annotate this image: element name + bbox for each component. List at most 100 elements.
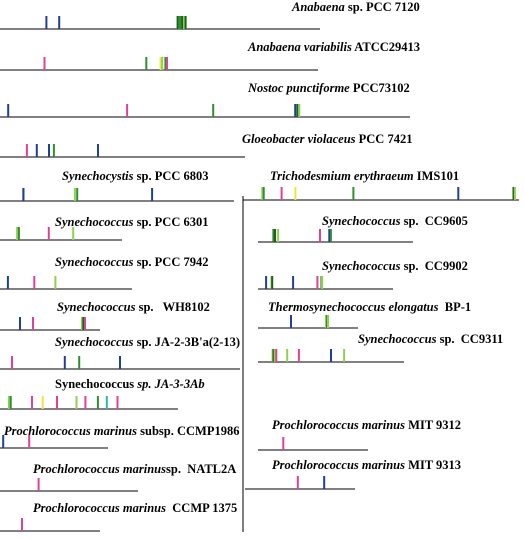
genome-label-strain: subsp. CCMP1986 (137, 424, 239, 438)
gene-mark-green (352, 187, 355, 200)
gene-mark-blue (457, 187, 460, 200)
gene-mark-blue (290, 315, 292, 328)
genome-label-strain: MIT 9313 (405, 458, 461, 472)
genome-track-synechococcus-ja3: Synechococcus sp. JA-3-3Ab (0, 377, 205, 410)
genome-label-species: Synechococcus (322, 214, 401, 228)
genome-track-synechococcus-6301: Synechococcus sp. PCC 6301 (0, 215, 208, 241)
genome-label-strain: PCC 7421 (356, 132, 413, 146)
gene-mark-lightgreen (183, 16, 185, 29)
gene-mark-magenta (84, 317, 86, 330)
gene-mark-lightgreen (75, 396, 78, 409)
gene-mark-lightgreen (277, 229, 280, 242)
genome-track-gloeobacter-violaceus: Gloeobacter violaceus PCC 7421 (0, 132, 413, 158)
gene-mark-green (78, 356, 81, 369)
gene-mark-green (329, 229, 332, 242)
gene-mark-darkgreen (181, 16, 184, 29)
genome-label: Synechococcus sp. CC9902 (322, 259, 468, 273)
gene-mark-yellow (294, 187, 297, 200)
genome-label-strain: sp. PCC 6301 (133, 215, 208, 229)
genome-label-species: Synechococcus (57, 300, 136, 314)
gene-mark-green (76, 188, 79, 201)
genome-label-species: Anabaena variabilis (247, 40, 352, 54)
gene-mark-blue (2, 435, 5, 448)
gene-mark-lightgreen (298, 104, 301, 117)
gene-mark-lightgreen (261, 187, 264, 200)
genome-label-species: Synechococcus (322, 259, 401, 273)
genome-track-synechococcus-ja2: Synechococcus sp. JA-2-3B'a(2-13) (0, 335, 240, 370)
genome-track-anabaena-7120: Anabaena sp. PCC 7120 (0, 0, 420, 30)
genome-label: Synechococcus sp. CC9311 (358, 332, 503, 346)
genome-track-thermosynechococcus-bp1: Thermosynechococcus elongatus BP-1 (258, 300, 471, 329)
genome-label-species: sp. JA-3-3Ab (134, 377, 205, 391)
gene-mark-green (96, 396, 99, 409)
genome-track-synechococcus-cc9605: Synechococcus sp. CC9605 (258, 214, 468, 243)
gene-mark-darkgreen (176, 16, 179, 29)
gene-mark-lightgreen (286, 349, 289, 362)
gene-mark-magenta (275, 349, 278, 362)
genome-label-strain: sp. WH8102 (135, 300, 209, 314)
gene-mark-darkgreen (274, 229, 277, 242)
gene-mark-blue (328, 229, 331, 242)
genome-label: Prochlorococcus marinus MIT 9313 (272, 458, 461, 472)
genome-label: Synechococcus sp. JA-2-3B'a(2-13) (55, 335, 240, 349)
gene-mark-darkgreen (296, 104, 299, 117)
gene-mark-green (9, 396, 12, 409)
gene-mark-darkgreen (271, 276, 274, 289)
genome-label: Synechocystis sp. PCC 6803 (62, 169, 209, 183)
gene-mark-lightgreen (7, 396, 10, 409)
gene-mark-yellow (41, 396, 44, 409)
genome-label-species: Prochlorococcus marinus (272, 418, 405, 432)
gene-mark-magenta (296, 476, 299, 489)
gene-mark-magenta (11, 356, 13, 369)
genome-track-synechocystis-6803: Synechocystis sp. PCC 6803 (0, 169, 234, 202)
gene-mark-lightgreen (327, 315, 329, 328)
genome-label-strain: PCC73102 (350, 81, 410, 95)
gene-mark-green (179, 16, 182, 29)
gene-mark-magenta (25, 144, 28, 157)
gene-mark-blue (6, 276, 9, 289)
gene-mark-magenta (166, 57, 168, 70)
gene-mark-magenta (47, 227, 50, 240)
gene-mark-magenta (116, 396, 119, 409)
gene-mark-green (178, 16, 181, 29)
genome-label: Synechococcus sp. WH8102 (57, 300, 210, 314)
genome-label: Synechococcus sp. JA-3-3Ab (55, 377, 205, 391)
gene-mark-magenta (297, 349, 300, 362)
genome-track-synechococcus-wh8102: Synechococcus sp. WH8102 (0, 300, 210, 331)
gene-mark-lightgreen (73, 188, 76, 201)
genome-label-species: Prochlorococcus marinus (33, 462, 166, 476)
gene-mark-magenta (282, 437, 285, 450)
gene-mark-lightgreen (16, 227, 19, 240)
gene-mark-magenta (31, 396, 33, 409)
genome-track-nostoc-punctiforme: Nostoc punctiforme PCC73102 (0, 81, 410, 118)
gene-mark-blue (119, 356, 121, 369)
gene-mark-green (52, 144, 55, 157)
gene-mark-magenta (126, 104, 129, 117)
genome-label-species: Synechococcus (55, 255, 134, 269)
gene-mark-magenta (33, 276, 36, 289)
genome-label-species: Trichodesmium erythraeum (270, 169, 414, 183)
genome-track-prochlorococcus-mit9313: Prochlorococcus marinus MIT 9313 (245, 458, 461, 490)
genome-label-strain: sp. PCC 7942 (133, 255, 208, 269)
genome-label-species: Prochlorococcus marinus (33, 501, 166, 515)
genome-track-prochlorococcus-natl2a: Prochlorococcus marinussp. NATL2A (0, 462, 236, 492)
gene-mark-green (17, 227, 20, 240)
genome-label-species: Synechococcus (358, 332, 437, 346)
gene-mark-blue (292, 276, 295, 289)
genome-track-anabaena-variabilis: Anabaena variabilis ATCC29413 (0, 40, 420, 71)
gene-mark-blue (45, 16, 48, 29)
genome-label: Thermosynechococcus elongatus BP-1 (268, 300, 471, 314)
genome-track-synechococcus-7942: Synechococcus sp. PCC 7942 (0, 255, 208, 290)
genome-label-species: Thermosynechococcus elongatus (268, 300, 439, 314)
gene-mark-lightgreen (343, 349, 346, 362)
genome-label-species: Synechocystis (62, 169, 134, 183)
gene-mark-magenta (319, 229, 321, 242)
genome-label-strain: sp. PCC 6803 (134, 169, 209, 183)
genome-label: Prochlorococcus marinus MIT 9312 (272, 418, 461, 432)
gene-mark-magenta (21, 518, 23, 531)
genome-label: Nostoc punctiforme PCC73102 (247, 81, 410, 95)
genome-label-strain: MIT 9312 (405, 418, 461, 432)
gene-mark-lightgreen (72, 227, 75, 240)
genome-label-species: Prochlorococcus marinus (272, 458, 405, 472)
